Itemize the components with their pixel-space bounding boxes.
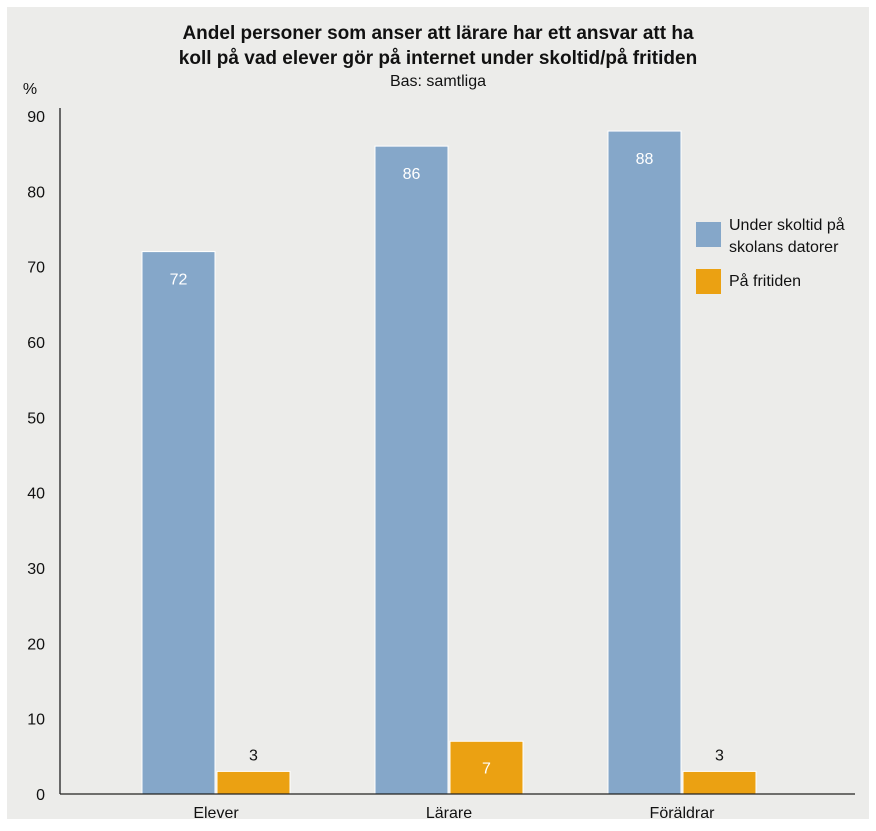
bar-under-skoltid-1 — [374, 145, 449, 795]
y-tick-label: 10 — [27, 712, 45, 729]
bar-pa-fritiden-1 — [449, 740, 524, 795]
x-category-label: Lärare — [426, 805, 472, 819]
legend-label: skolans datorer — [729, 239, 839, 256]
data-label-pa-fritiden-2: 3 — [715, 747, 724, 764]
legend: Under skoltid på skolans datorer På fritid… — [696, 216, 845, 294]
y-tick-label: 60 — [27, 335, 45, 352]
y-tick-label: 20 — [27, 636, 45, 653]
data-label-under-skoltid-2: 88 — [636, 151, 654, 168]
bar-chart: Andel personer som anser att lärare har … — [23, 23, 855, 819]
data-labels: 72 86 88 3 7 3 — [170, 151, 724, 778]
y-tick-label: 0 — [36, 787, 45, 804]
chart-title-line-1: Andel personer som anser att lärare har … — [182, 23, 694, 44]
data-label-pa-fritiden-0: 3 — [249, 747, 258, 764]
bar-under-skoltid-2 — [607, 130, 682, 795]
x-axis-categories: Elever Lärare Föräldrar — [193, 805, 715, 819]
data-label-under-skoltid-0: 72 — [170, 272, 188, 289]
bar-pa-fritiden-2 — [682, 770, 757, 795]
y-tick-label: 80 — [27, 184, 45, 201]
y-tick-label: 70 — [27, 260, 45, 277]
y-axis-ticks: 0 10 20 30 40 50 60 70 80 90 — [27, 109, 45, 804]
x-category-label: Elever — [193, 805, 239, 819]
y-tick-label: 30 — [27, 561, 45, 578]
y-tick-label: 50 — [27, 410, 45, 427]
y-axis-unit-label: % — [23, 81, 37, 98]
y-tick-label: 40 — [27, 486, 45, 503]
data-label-pa-fritiden-1: 7 — [482, 761, 491, 778]
x-category-label: Föräldrar — [650, 805, 716, 819]
chart-title-line-2: koll på vad elever gör på internet under… — [179, 48, 697, 69]
legend-label: Under skoltid på — [729, 216, 845, 234]
chart-subtitle: Bas: samtliga — [390, 73, 486, 90]
legend-label: På fritiden — [729, 272, 801, 290]
legend-item-pa-fritiden: På fritiden — [696, 269, 801, 294]
y-tick-label: 90 — [27, 109, 45, 126]
chart-frame: Andel personer som anser att lärare har … — [7, 7, 869, 819]
data-label-under-skoltid-1: 86 — [403, 166, 421, 183]
bar-under-skoltid-0 — [141, 251, 216, 795]
legend-item-under-skoltid: Under skoltid på skolans datorer — [696, 216, 845, 256]
bar-pa-fritiden-0 — [216, 770, 291, 795]
legend-swatch — [696, 222, 721, 247]
bars — [141, 130, 757, 795]
legend-swatch — [696, 269, 721, 294]
